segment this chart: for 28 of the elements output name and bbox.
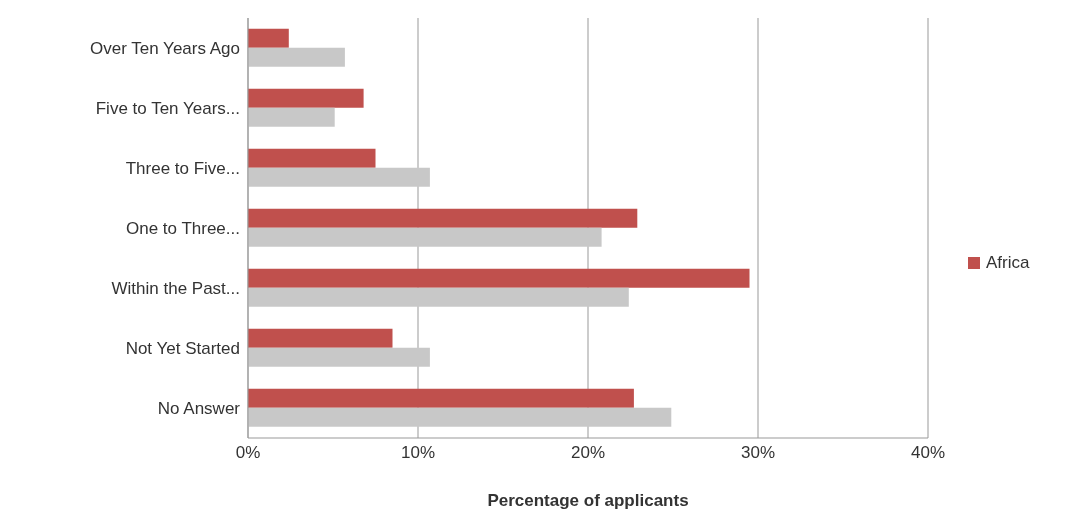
bar xyxy=(248,167,430,187)
bar xyxy=(248,47,345,67)
y-tick-label: Three to Five... xyxy=(125,159,240,179)
bar xyxy=(248,328,393,348)
x-tick-label: 20% xyxy=(570,443,606,463)
x-tick-label: 30% xyxy=(740,443,776,463)
x-axis-title: Percentage of applicants xyxy=(487,491,689,510)
x-tick-label: 10% xyxy=(400,443,436,463)
y-tick-label: No Answer xyxy=(157,399,241,419)
bar xyxy=(248,388,634,408)
x-tick-label: 0% xyxy=(235,443,261,463)
bar xyxy=(248,227,602,247)
y-tick-label: Five to Ten Years... xyxy=(95,99,240,119)
bar xyxy=(248,88,364,108)
y-tick-label: Within the Past... xyxy=(111,279,240,299)
bar xyxy=(248,208,638,228)
legend-label: Africa xyxy=(986,253,1030,273)
bar xyxy=(248,287,629,307)
bar xyxy=(248,28,289,48)
bar xyxy=(248,347,430,367)
y-tick-label: Not Yet Started xyxy=(125,339,240,359)
bar xyxy=(248,268,750,288)
x-tick-label: 40% xyxy=(910,443,946,463)
y-tick-label: One to Three... xyxy=(125,219,240,239)
bar xyxy=(248,407,672,427)
bar xyxy=(248,107,335,127)
bar xyxy=(248,148,376,168)
y-tick-label: Over Ten Years Ago xyxy=(90,39,240,59)
